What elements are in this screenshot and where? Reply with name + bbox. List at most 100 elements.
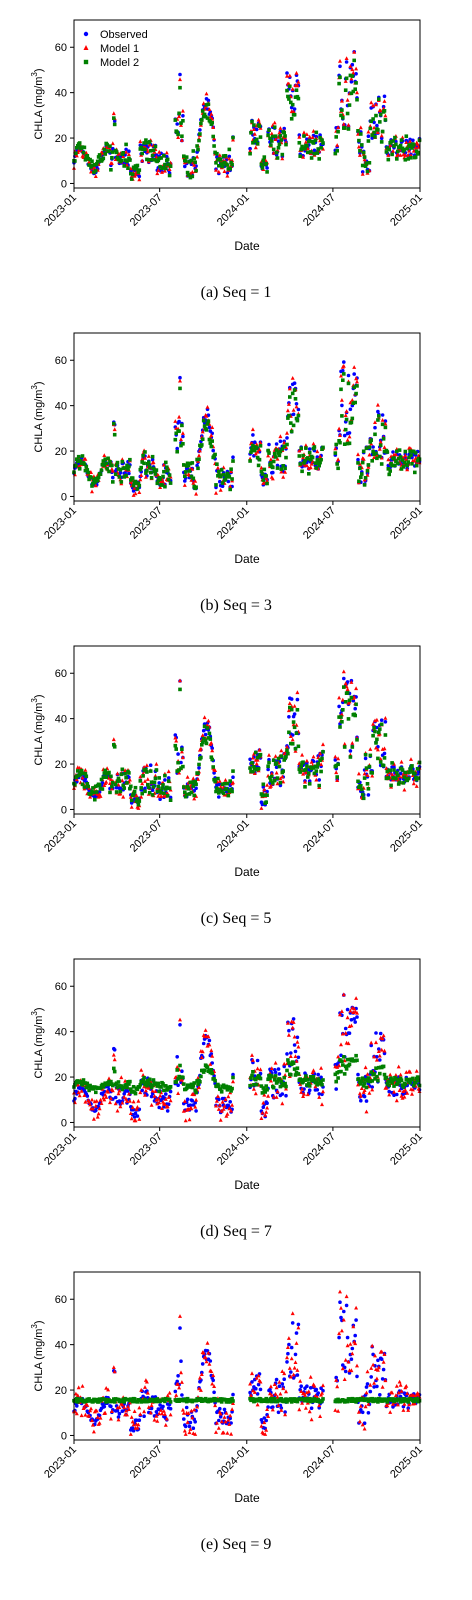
model-1-point xyxy=(250,1053,254,1057)
model-1-point xyxy=(177,414,182,419)
model-1-point xyxy=(311,1068,316,1073)
observed-point xyxy=(165,1109,170,1113)
model-1-point xyxy=(102,1097,107,1102)
model-2-point xyxy=(391,776,395,780)
model-2-point xyxy=(216,474,220,478)
model-2-point xyxy=(199,121,203,126)
model-2-point xyxy=(193,1088,197,1092)
model-2-point xyxy=(333,451,338,455)
model-2-point xyxy=(218,1087,223,1092)
model-2-point xyxy=(109,168,113,172)
model-1-point xyxy=(151,460,156,464)
model-2-point xyxy=(220,782,225,787)
model-1-point xyxy=(79,1088,84,1093)
model-1-point xyxy=(140,781,145,786)
model-2-point xyxy=(82,785,87,789)
model-1-point xyxy=(160,170,164,174)
observed-point xyxy=(201,728,206,733)
model-2-point xyxy=(390,1080,394,1085)
model-1-point xyxy=(182,1099,187,1103)
model-2-point xyxy=(89,165,93,169)
model-2-point xyxy=(350,745,355,749)
model-1-point xyxy=(222,169,227,173)
model-2-point xyxy=(272,125,277,129)
observed-point xyxy=(394,139,398,144)
model-2-point xyxy=(383,425,388,430)
model-2-point xyxy=(218,1397,223,1401)
model-2-point xyxy=(334,1079,338,1084)
observed-point xyxy=(364,1099,369,1103)
observed-point xyxy=(180,1069,184,1073)
model-2-point xyxy=(371,117,375,121)
model-2-point xyxy=(129,1397,134,1402)
observed-point xyxy=(307,447,312,451)
model-2-point xyxy=(343,88,348,92)
model-1-point xyxy=(357,1419,362,1424)
model-1-point xyxy=(288,1374,293,1379)
model-2-point xyxy=(112,743,116,747)
model-2-point xyxy=(376,756,380,761)
model-1-point xyxy=(138,477,143,482)
model-2-point xyxy=(91,1400,95,1404)
model-2-point xyxy=(272,778,277,783)
model-2-point xyxy=(212,144,216,148)
model-1-point xyxy=(132,1409,137,1413)
model-2-point xyxy=(299,764,303,769)
model-1-point xyxy=(292,1365,297,1370)
model-1-point xyxy=(413,145,418,150)
model-2-point xyxy=(251,769,255,774)
model-1-point xyxy=(381,1359,386,1364)
model-2-point xyxy=(287,413,291,418)
observed-point xyxy=(253,1074,257,1078)
model-2-point xyxy=(224,1400,229,1404)
model-2-point xyxy=(253,448,257,453)
model-1-point xyxy=(321,146,325,151)
model-1-point xyxy=(388,1410,393,1414)
model-2-point xyxy=(405,463,409,468)
observed-point xyxy=(193,1100,197,1105)
model-1-point xyxy=(156,793,161,798)
model-2-point xyxy=(138,1083,143,1087)
model-1-point xyxy=(405,467,410,472)
model-2-point xyxy=(110,784,114,789)
model-1-point xyxy=(387,1092,392,1097)
model-2-point xyxy=(129,1087,133,1091)
model-1-point xyxy=(146,1405,151,1409)
model-1-point xyxy=(195,154,200,159)
model-1-point xyxy=(411,781,416,786)
observed-point xyxy=(289,105,294,110)
model-2-point xyxy=(389,462,393,466)
model-1-point xyxy=(300,752,305,757)
model-1-point xyxy=(111,737,116,742)
model-1-point xyxy=(272,1382,277,1386)
model-2-point xyxy=(382,1072,387,1077)
model-2-point xyxy=(111,1399,115,1403)
model-2-point xyxy=(370,133,374,137)
model-2-point xyxy=(267,451,271,455)
model-2-point xyxy=(292,112,297,117)
model-2-point xyxy=(167,1397,172,1402)
model-2-point xyxy=(314,1080,319,1085)
model-1-point xyxy=(339,1009,344,1013)
model-2-point xyxy=(315,151,320,155)
model-2-point xyxy=(167,473,172,477)
model-2-point xyxy=(394,776,398,781)
model-2-point xyxy=(320,1083,324,1087)
observed-point xyxy=(264,1418,269,1423)
model-2-point xyxy=(352,58,356,63)
model-2-point xyxy=(362,483,367,487)
model-1-point xyxy=(378,108,383,113)
model-1-point xyxy=(361,457,366,461)
model-2-point xyxy=(140,460,144,464)
observed-point xyxy=(369,1375,374,1379)
model-2-point xyxy=(397,1079,402,1084)
model-2-point xyxy=(176,760,180,765)
model-1-point xyxy=(188,1427,193,1431)
model-2-point xyxy=(114,463,119,468)
model-2-point xyxy=(177,111,181,116)
observed-point xyxy=(158,1403,162,1407)
model-2-point xyxy=(361,796,366,801)
model-1-point xyxy=(191,776,196,781)
model-2-point xyxy=(129,784,133,789)
model-1-point xyxy=(137,1405,142,1410)
